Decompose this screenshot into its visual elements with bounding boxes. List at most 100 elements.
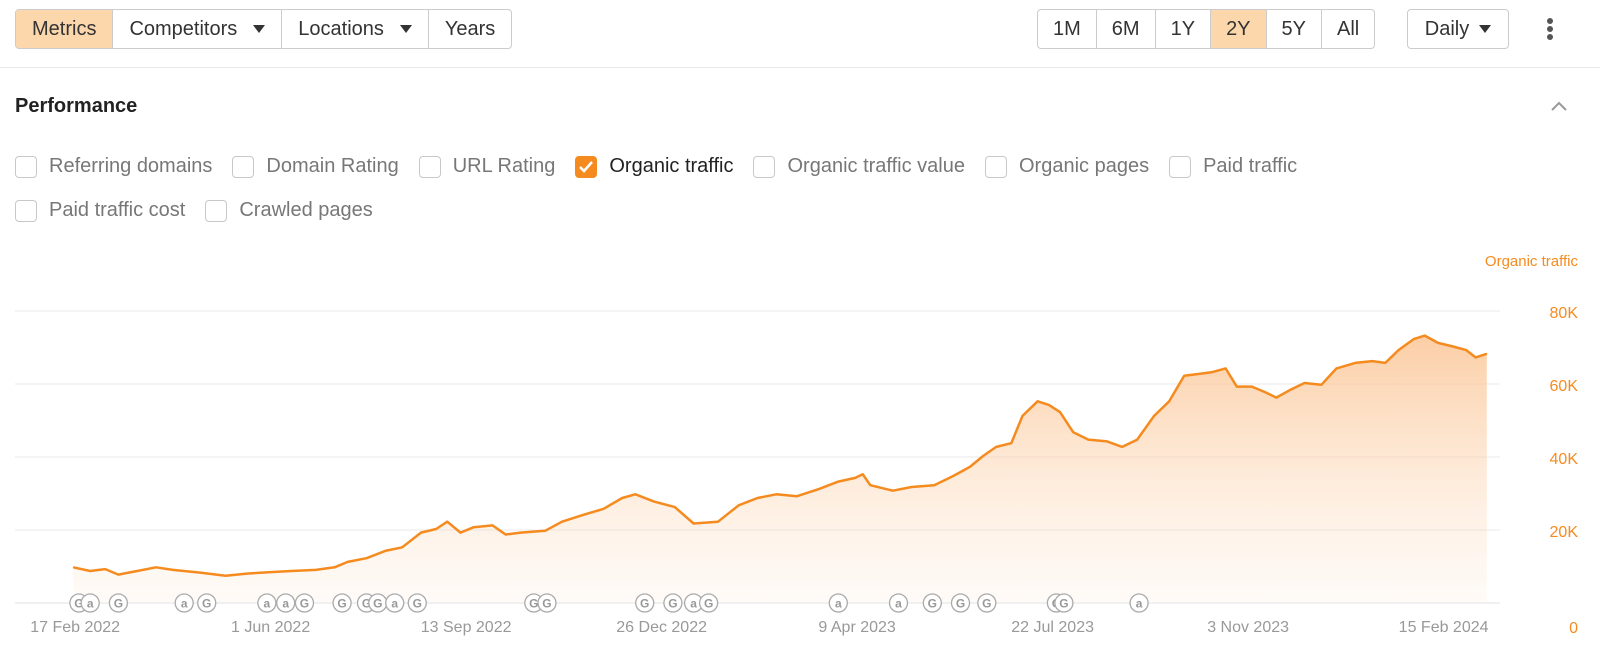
data-point <box>200 572 202 574</box>
annotation-marker[interactable]: a <box>1129 593 1149 613</box>
data-point <box>1106 440 1108 442</box>
data-point <box>584 513 586 515</box>
google-update-icon <box>537 593 557 613</box>
data-point <box>334 566 336 568</box>
ahrefs-annotation-icon <box>276 593 296 613</box>
annotation-label: G <box>668 597 677 611</box>
annotation-marker[interactable]: G <box>197 593 217 613</box>
data-point <box>491 524 493 526</box>
checkbox-empty-icon[interactable] <box>1169 155 1192 178</box>
annotation-marker[interactable]: G <box>635 593 655 613</box>
data-point <box>1183 375 1185 377</box>
data-point <box>1413 338 1415 340</box>
annotation-marker[interactable]: a <box>80 593 100 613</box>
data-point <box>837 481 839 483</box>
metric-checkbox[interactable]: Organic traffic <box>575 155 733 178</box>
data-point <box>104 568 106 570</box>
annotation-marker[interactable]: G <box>1054 593 1074 613</box>
checkbox-empty-icon[interactable] <box>418 155 441 178</box>
checkbox-empty-icon[interactable] <box>984 155 1007 178</box>
annotation-label: a <box>895 597 902 611</box>
data-point <box>117 574 119 576</box>
checkbox-empty-icon[interactable] <box>232 155 255 178</box>
annotation-marker[interactable]: G <box>524 593 544 613</box>
annotation-label: G <box>928 597 937 611</box>
data-point <box>1121 446 1123 448</box>
metric-checkbox[interactable]: Crawled pages <box>205 199 373 222</box>
metric-label: Organic traffic value <box>787 155 965 177</box>
chevron-up-icon[interactable] <box>1551 100 1567 112</box>
annotation-marker[interactable]: G <box>922 593 942 613</box>
annotation-label: a <box>391 597 398 611</box>
years-button[interactable]: Years <box>429 10 511 48</box>
range-button[interactable]: 6M <box>1097 10 1156 48</box>
metrics-button[interactable]: Metrics <box>16 10 114 48</box>
checkbox-empty-icon[interactable] <box>15 155 37 178</box>
data-point <box>473 526 475 528</box>
data-point <box>693 523 695 525</box>
ahrefs-annotation-icon <box>80 593 100 613</box>
data-point <box>347 561 349 563</box>
range-button[interactable]: 5Y <box>1267 10 1322 48</box>
data-point <box>401 546 403 548</box>
annotation-marker[interactable]: G <box>977 593 997 613</box>
data-point <box>1048 404 1050 406</box>
competitors-dropdown[interactable]: Competitors <box>113 10 283 48</box>
google-update-icon <box>977 593 997 613</box>
annotation-marker[interactable]: G <box>698 593 719 613</box>
locations-dropdown[interactable]: Locations <box>282 10 429 48</box>
metric-checkbox[interactable]: Organic pages <box>984 155 1149 178</box>
annotation-marker[interactable]: G <box>407 593 427 613</box>
annotation-marker[interactable]: G <box>537 593 557 613</box>
annotation-marker[interactable]: G <box>368 593 388 613</box>
data-point <box>446 521 448 523</box>
metric-checkbox[interactable]: Paid traffic <box>1169 155 1297 178</box>
locations-label: Locations <box>298 17 384 40</box>
annotation-marker[interactable]: G <box>950 593 971 613</box>
data-point <box>384 550 386 552</box>
annotation-marker[interactable]: a <box>174 593 194 613</box>
range-button[interactable]: All <box>1337 17 1360 40</box>
metric-checkbox[interactable]: URL Rating <box>418 155 556 178</box>
google-update-icon <box>950 593 971 613</box>
metric-checkbox[interactable]: Referring domains <box>15 155 212 178</box>
data-point <box>982 455 984 457</box>
annotation-marker[interactable]: G <box>332 593 352 613</box>
data-point <box>796 495 798 497</box>
metric-checkbox[interactable]: Paid traffic cost <box>15 199 185 222</box>
granularity-dropdown[interactable]: Daily <box>1407 9 1509 49</box>
checkbox-checked-icon[interactable] <box>575 155 598 178</box>
metric-checkbox[interactable]: Organic traffic value <box>753 155 965 178</box>
range-button[interactable]: 2Y <box>1211 10 1267 48</box>
data-point <box>460 532 461 534</box>
data-point <box>1168 400 1170 402</box>
more-options-icon[interactable] <box>1540 14 1560 44</box>
metric-checkbox[interactable]: Domain Rating <box>232 155 399 178</box>
data-point <box>933 484 935 486</box>
annotation-marker[interactable]: G <box>294 593 315 613</box>
annotation-label: G <box>529 597 538 611</box>
y-tick-label: 0 <box>1569 620 1578 637</box>
google-update-icon <box>197 593 217 613</box>
x-tick-label: 3 Nov 2023 <box>1207 619 1289 636</box>
annotation-marker[interactable]: a <box>385 593 405 613</box>
data-point <box>674 506 676 508</box>
chart-axes: 80K 60K 40K 20K 0 Organic traffic 17 Feb 2022 1… <box>30 253 1578 637</box>
data-point <box>1304 382 1306 384</box>
annotation-marker[interactable]: a <box>888 593 909 613</box>
metric-label: URL Rating <box>452 155 556 177</box>
data-point <box>653 501 655 503</box>
checkbox-empty-icon[interactable] <box>753 155 776 178</box>
checkbox-empty-icon[interactable] <box>15 199 37 222</box>
data-point <box>1275 397 1277 399</box>
annotation-marker[interactable]: a <box>257 593 277 613</box>
range-button[interactable]: 1Y <box>1156 10 1212 48</box>
annotation-marker[interactable]: a <box>828 593 848 613</box>
annotation-marker[interactable]: G <box>663 593 683 613</box>
checkbox-empty-icon[interactable] <box>205 199 228 222</box>
data-point <box>225 575 227 577</box>
annotation-marker[interactable]: G <box>108 593 129 613</box>
data-point <box>544 530 546 532</box>
annotation-marker[interactable]: a <box>276 593 296 613</box>
range-button[interactable]: 1M <box>1038 10 1097 48</box>
